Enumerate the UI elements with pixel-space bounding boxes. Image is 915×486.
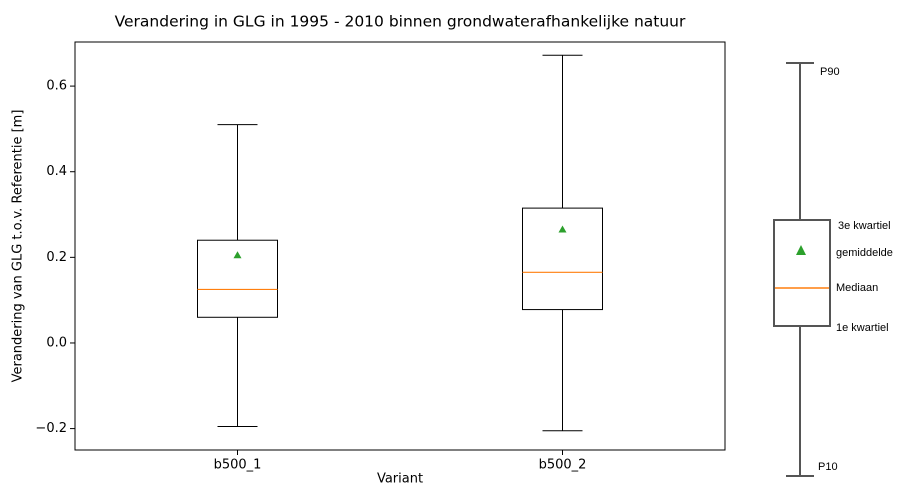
legend-label: Mediaan [836,282,878,294]
y-tick-label: −0.2 [35,421,67,436]
legend-label: P90 [820,66,840,78]
y-axis-label: Verandering van GLG t.o.v. Referentie [m… [11,110,26,383]
x-axis-label: Variant [377,472,423,486]
y-tick-label: 0.0 [46,335,67,350]
plot-frame [74,41,726,451]
y-tick-label: 0.2 [46,250,67,265]
y-tick-label: 0.6 [46,79,67,94]
chart-title: Verandering in GLG in 1995 - 2010 binnen… [115,13,686,31]
legend-label: 1e kwartiel [836,322,889,334]
mean-marker [233,251,242,259]
box [522,207,603,311]
legend-label: P10 [818,461,838,473]
legend-label: gemiddelde [836,247,893,259]
legend-mean [796,245,806,255]
legend-diagram: P90 3e kwartiel gemiddelde Mediaan 1e kw… [773,62,893,477]
x-tick-label: b500_2 [539,458,587,473]
box [197,239,278,318]
legend-label: 3e kwartiel [838,220,891,232]
mean-marker [558,225,567,233]
x-tick-label: b500_1 [214,458,262,473]
y-tick-label: 0.4 [46,164,67,179]
legend-box [773,219,831,327]
